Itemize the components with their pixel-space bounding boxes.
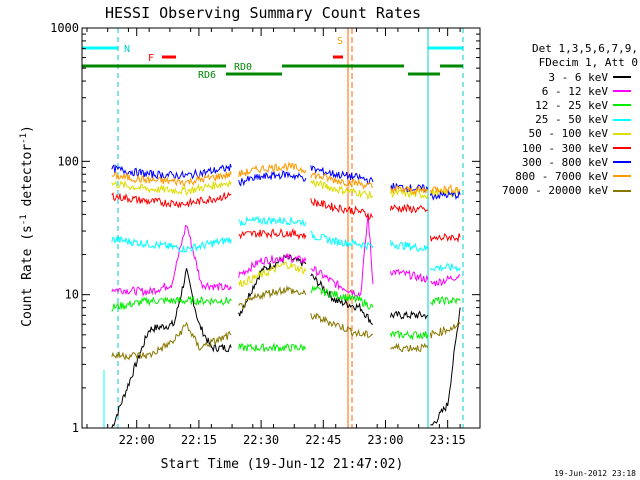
legend-header-line-2: FDecim 1, Att 0 (538, 56, 638, 69)
legend-entry: 50 - 100 keV (470, 127, 638, 141)
series-300-800keV-line (310, 165, 374, 185)
series-800-7000keV-line (429, 183, 461, 195)
series-100-300keV-line (310, 197, 374, 221)
series-800-7000keV-line (111, 171, 232, 187)
series-3-6keV-line (238, 253, 307, 317)
x-tick-label: 23:15 (430, 433, 466, 447)
plot-frame (81, 27, 481, 429)
series-7000-20000keV-line (390, 342, 429, 353)
legend-entry: 7000 - 20000 keV (470, 184, 638, 198)
series-7000-20000keV-line (310, 312, 374, 339)
y-axis-label: Count Rate (s-1 detector-1) (19, 125, 35, 327)
y-tick-label: 1000 (50, 21, 79, 35)
legend-label: 300 - 800 keV (521, 155, 608, 169)
series-12-25keV-line (389, 330, 429, 341)
legend-entry: 300 - 800 keV (470, 155, 638, 169)
series-25-50keV-line (310, 230, 374, 251)
legend-swatch (613, 189, 631, 192)
series-7000-20000keV-line (429, 321, 461, 339)
flag-label: RD0 (234, 62, 252, 73)
legend-label: 50 - 100 keV (528, 127, 608, 141)
x-axis-label: Start Time (19-Jun-12 21:47:02) (161, 457, 404, 472)
legend-entry: 100 - 300 keV (470, 141, 638, 155)
legend-label: 7000 - 20000 keV (502, 184, 608, 198)
series-12-25keV-line (310, 284, 374, 310)
series-800-7000keV-line (389, 185, 429, 196)
x-tick-label: 22:45 (305, 433, 341, 447)
footer-timestamp: 19-Jun-2012 23:18 (554, 469, 636, 478)
legend: Det 1,3,5,6,7,9, FDecim 1, Att 0 3 - 6 k… (470, 42, 638, 198)
legend-swatch (613, 147, 631, 150)
x-tick-label: 22:00 (119, 433, 155, 447)
legend-entry: 800 - 7000 keV (470, 169, 638, 183)
flag-label: RD6 (198, 70, 216, 81)
series-800-7000keV-line (238, 161, 307, 177)
legend-swatch (613, 132, 631, 135)
legend-label: 12 - 25 keV (535, 98, 608, 112)
flag-label: S (337, 36, 343, 47)
flag-label: F (148, 53, 154, 64)
series-25-50keV-line (429, 262, 461, 273)
series-50-100keV-line (238, 261, 307, 287)
series-25-50keV-line (111, 235, 232, 254)
series-12-25keV-line (111, 295, 232, 312)
series-25-50keV-line (389, 240, 429, 252)
series-25-50keV-line (238, 215, 307, 227)
series-7000-20000keV-line (238, 285, 307, 310)
series-12-25keV-line (238, 342, 307, 352)
series-6-12keV-line (238, 252, 307, 278)
legend-label: 800 - 7000 keV (515, 169, 608, 183)
legend-label: 3 - 6 keV (548, 70, 608, 84)
series-300-800keV-line (429, 189, 461, 201)
legend-entry: 25 - 50 keV (470, 113, 638, 127)
series-800-7000keV-line (310, 171, 374, 190)
legend-swatch (613, 104, 631, 107)
legend-entry: 3 - 6 keV (470, 70, 638, 84)
x-tick-label: 23:00 (367, 433, 403, 447)
series-50-100keV-line (111, 179, 232, 196)
series-300-800keV-line (111, 163, 232, 180)
series-100-300keV-line (389, 203, 428, 214)
series-6-12keV-line (111, 225, 232, 298)
series-6-12keV-line (310, 213, 374, 298)
legend-label: 6 - 12 keV (541, 84, 608, 98)
legend-swatch (613, 76, 631, 79)
y-tick-label: 10 (65, 288, 79, 302)
series-6-12keV-line (389, 268, 429, 283)
chart-title: HESSI Observing Summary Count Rates (105, 4, 421, 22)
series-100-300keV-line (111, 191, 232, 209)
legend-swatch (613, 90, 631, 93)
legend-header-line-1: Det 1,3,5,6,7,9, (532, 42, 638, 55)
series-12-25keV-line (430, 296, 461, 307)
y-tick-label: 1 (72, 421, 79, 435)
series-300-800keV-line (238, 170, 307, 187)
series-7000-20000keV-line (111, 321, 232, 361)
legend-label: 100 - 300 keV (521, 141, 608, 155)
series-3-6keV-line (111, 268, 232, 429)
series-6-12keV-line (430, 274, 461, 287)
flag-label: N (124, 44, 130, 55)
y-tick-label: 100 (57, 154, 79, 168)
legend-entry: 12 - 25 keV (470, 98, 638, 112)
legend-label: 25 - 50 keV (535, 113, 608, 127)
legend-entry: 6 - 12 keV (470, 84, 638, 98)
legend-swatch (613, 161, 631, 164)
series-50-100keV-line (389, 188, 429, 200)
series-50-100keV-line (310, 178, 374, 201)
x-tick-label: 22:15 (181, 433, 217, 447)
x-tick-label: 22:30 (243, 433, 279, 447)
series-3-6keV-line (430, 307, 461, 426)
legend-swatch (613, 118, 631, 121)
series-3-6keV-line (389, 310, 429, 320)
series-100-300keV-line (429, 232, 461, 243)
series-100-300keV-line (238, 227, 307, 241)
legend-swatch (613, 175, 631, 178)
